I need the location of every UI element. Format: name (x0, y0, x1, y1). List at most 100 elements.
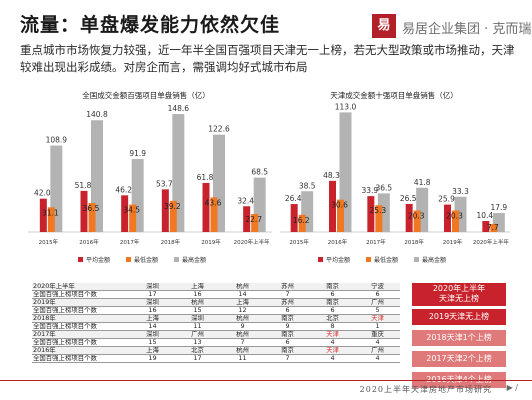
data-label-min: 34.5 (123, 206, 140, 215)
table-cell: 14 (220, 290, 265, 299)
charts-area: 全国成交金额百强项目单盘销售（亿） 108.9 42.0 31.1 2015年 140.8… (28, 90, 510, 264)
x-tick-label: 2017年 (120, 238, 140, 246)
ranking-table: 2020年上半年 深圳 上海 杭州 苏州 南京 宁波 全国百强上榜项目个数 17 16 14 7 6 6 2… (32, 283, 400, 363)
table-year-row: 2017年 深圳 广州 杭州 南京 天津 重庆 (32, 330, 400, 339)
legend-swatch (126, 257, 131, 262)
table-cell: 北京 (310, 314, 355, 323)
logo-seal-icon: 易 (372, 14, 396, 38)
x-tick-label: 2018年 (404, 238, 424, 246)
table-cell: 深圳 (175, 314, 220, 323)
data-label-min: 22.7 (245, 215, 262, 224)
data-label-avg: 48.3 (323, 171, 340, 180)
table-cell: 9 (220, 322, 265, 331)
table-cell: 12 (220, 306, 265, 315)
table-cell: 7 (220, 338, 265, 347)
footer-text: 2020上半年天津房地产市场研究 (359, 385, 492, 394)
table-year-row: 2020年上半年 深圳 上海 杭州 苏州 南京 宁波 (32, 283, 400, 291)
x-tick-label: 2015年 (289, 238, 309, 246)
table-cell: 7 (265, 290, 310, 299)
table-cell: 4 (310, 338, 355, 347)
table-cell: 11 (175, 322, 220, 331)
data-label-max: 38.5 (299, 181, 316, 190)
tianjin-tag: 2019天津无上榜 (412, 309, 506, 325)
x-tick-label: 2018年 (161, 238, 181, 246)
table-cell: 北京 (175, 346, 220, 355)
legend-label: 平均金额 (326, 256, 350, 264)
table-cell: 5 (355, 306, 400, 315)
bar-平均金额 (444, 204, 451, 232)
row-label: 2020年上半年 (32, 283, 130, 291)
data-label-max: 122.6 (208, 125, 230, 134)
table-cell: 上海 (175, 283, 220, 291)
legend-label: 最低金额 (134, 256, 158, 264)
x-tick-label: 2015年 (39, 238, 59, 246)
table-cell: 杭州 (220, 330, 265, 339)
table-cell: 天津 (310, 330, 355, 339)
table-cell: 17 (130, 290, 175, 299)
data-label-max: 108.9 (46, 136, 68, 145)
bar-最低金额 (210, 197, 218, 232)
chart-title: 天津成交金额十强项目单盘销售（亿） (330, 90, 458, 100)
data-label-avg: 61.8 (197, 173, 214, 182)
bar-平均金额 (121, 195, 129, 232)
bar-最低金额 (337, 199, 344, 232)
row-label: 全国百强上榜项目个数 (32, 290, 130, 299)
x-tick-label: 2017年 (366, 238, 386, 246)
data-label-min: 36.5 (83, 204, 100, 213)
data-label-max: 148.6 (168, 104, 190, 113)
table-cell: 4 (355, 354, 400, 363)
table-cell: 15 (130, 338, 175, 347)
table-cell: 杭州 (220, 346, 265, 355)
bar-最低金额 (298, 214, 306, 232)
bar-最低金额 (375, 205, 383, 232)
lead-paragraph: 重点城市市场恢复力较强，近一年半全国百强项目天津无一上榜，若无大型政策或市场推动… (20, 43, 515, 74)
tianjin-tag: 2020年上半年 天津无上榜 (412, 283, 506, 306)
table-cell: 深圳 (130, 330, 175, 339)
table-cell: 4 (310, 354, 355, 363)
table-year-row: 2016年 上海 北京 杭州 南京 天津 广州 (32, 346, 400, 355)
table-count-row: 全国百强上榜项目个数 16 15 12 6 6 5 (32, 306, 400, 315)
bar-最低金额 (169, 200, 177, 232)
legend-label: 最高金额 (422, 256, 446, 264)
data-label-max: 41.8 (414, 178, 431, 187)
table-cell: 杭州 (220, 314, 265, 323)
table-cell: 6 (265, 338, 310, 347)
table-year-row: 2019年 深圳 杭州 上海 苏州 南京 广州 (32, 298, 400, 307)
table-cell: 17 (175, 354, 220, 363)
table-cell: 19 (130, 354, 175, 363)
table-cell: 11 (220, 354, 265, 363)
table-cell: 16 (130, 306, 175, 315)
table-cell: 深圳 (130, 298, 175, 307)
bar-最低金额 (251, 213, 259, 232)
table-year-row: 2018年 上海 深圳 杭州 南京 北京 天津 (32, 314, 400, 323)
data-label-avg: 32.4 (237, 196, 254, 205)
legend-label: 平均金额 (86, 256, 110, 264)
bar-最低金额 (413, 210, 421, 232)
legend-swatch (174, 257, 179, 262)
data-label-min: 43.6 (205, 198, 222, 207)
legend-swatch (78, 257, 83, 262)
row-label: 2019年 (32, 298, 130, 307)
table-cell: 15 (175, 306, 220, 315)
data-label-min: 7.7 (487, 223, 499, 232)
bar-平均金额 (482, 220, 490, 232)
data-label-avg: 53.7 (156, 179, 173, 188)
table-count-row: 全国百强上榜项目个数 14 11 9 9 8 1 (32, 322, 400, 331)
table-cell: 上海 (220, 298, 265, 307)
page-arrow-icon: ▶ / (506, 383, 518, 392)
chart-title: 全国成交金额百强项目单盘销售（亿） (82, 90, 210, 100)
data-label-avg: 51.8 (75, 181, 92, 190)
bar-平均金额 (80, 190, 88, 232)
legend-label: 最高金额 (182, 256, 206, 264)
table-cell: 南京 (310, 283, 355, 291)
table-cell: 南京 (265, 330, 310, 339)
legend-swatch (318, 257, 323, 262)
row-label: 全国百强上榜项目个数 (32, 306, 130, 315)
table-count-row: 全国百强上榜项目个数 15 13 7 6 4 4 (32, 338, 400, 347)
table-cell: 1 (355, 322, 400, 331)
company-logo: 易 易居企业集团 · 克而瑞 (372, 14, 531, 40)
data-label-min: 30.6 (331, 201, 348, 210)
data-label-min: 39.2 (164, 202, 181, 211)
row-label: 全国百强上榜项目个数 (32, 338, 130, 347)
x-tick-label: 2016年 (328, 238, 348, 246)
